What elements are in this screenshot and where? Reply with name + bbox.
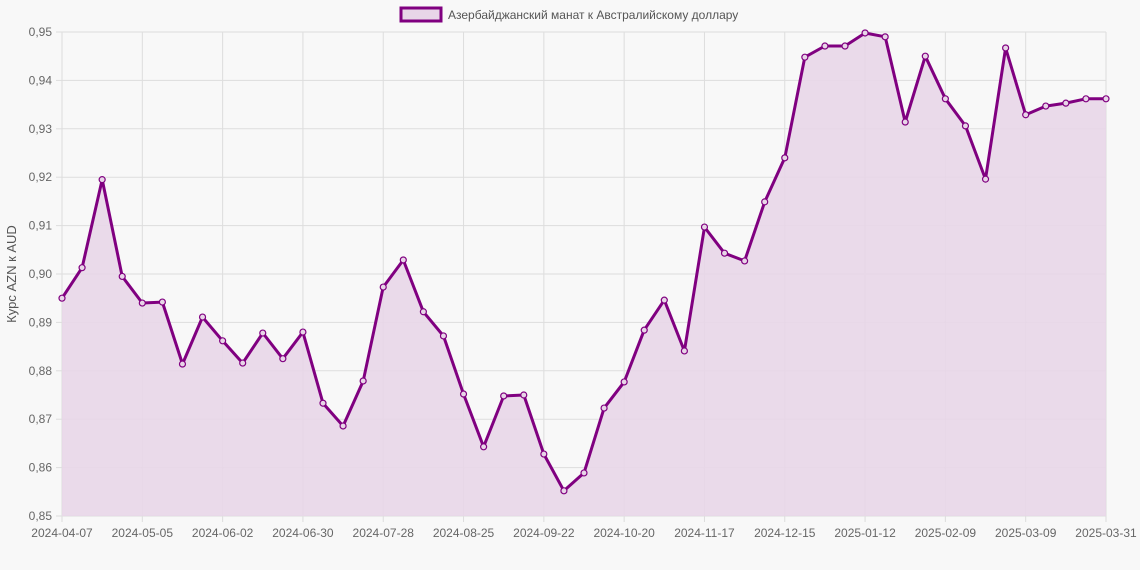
- data-point[interactable]: [540, 450, 548, 458]
- x-tick-label: 2024-10-20: [593, 526, 655, 540]
- data-point[interactable]: [178, 360, 187, 368]
- data-point[interactable]: [640, 326, 648, 334]
- data-point[interactable]: [1042, 102, 1050, 110]
- data-point[interactable]: [500, 392, 508, 400]
- x-tick-label: 2024-08-25: [433, 526, 495, 540]
- x-tick-label: 2025-02-09: [915, 526, 977, 540]
- data-point[interactable]: [841, 42, 849, 50]
- data-point[interactable]: [600, 404, 608, 412]
- data-point[interactable]: [239, 359, 247, 367]
- data-point[interactable]: [1002, 44, 1010, 52]
- data-point[interactable]: [299, 328, 307, 336]
- x-tick-label: 2024-04-07: [31, 526, 93, 540]
- data-point[interactable]: [319, 399, 327, 407]
- x-tick-label: 2024-11-17: [674, 526, 735, 540]
- data-point[interactable]: [901, 118, 909, 126]
- y-tick-label: 0,94: [29, 73, 53, 87]
- data-point[interactable]: [1102, 95, 1110, 103]
- data-point[interactable]: [761, 198, 769, 206]
- data-point[interactable]: [259, 329, 267, 337]
- data-point[interactable]: [821, 42, 829, 50]
- x-tick-label: 2025-03-09: [995, 526, 1057, 540]
- data-point[interactable]: [138, 299, 146, 307]
- data-point[interactable]: [439, 332, 448, 340]
- data-point[interactable]: [419, 308, 427, 316]
- area-fill: [62, 33, 1106, 516]
- data-point[interactable]: [680, 347, 688, 355]
- x-tick-label: 2025-03-31: [1075, 526, 1137, 540]
- data-point[interactable]: [78, 264, 86, 272]
- data-point[interactable]: [660, 296, 668, 304]
- legend-swatch[interactable]: [399, 6, 443, 23]
- data-point[interactable]: [158, 298, 166, 306]
- data-point[interactable]: [861, 29, 869, 37]
- data-point[interactable]: [580, 469, 588, 477]
- x-tick-label: 2024-07-28: [353, 526, 415, 540]
- y-tick-label: 0,90: [29, 267, 53, 281]
- data-points[interactable]: [58, 29, 1110, 495]
- data-point[interactable]: [741, 257, 749, 265]
- data-point[interactable]: [801, 53, 809, 61]
- y-tick-label: 0,87: [29, 412, 53, 426]
- data-point[interactable]: [58, 294, 66, 302]
- data-point[interactable]: [1082, 95, 1090, 103]
- data-point[interactable]: [118, 272, 126, 281]
- x-tick-label: 2024-05-05: [112, 526, 174, 540]
- y-axis-title: Курс AZN к AUD: [4, 225, 19, 323]
- data-point[interactable]: [781, 154, 789, 162]
- legend-label[interactable]: Азербайджанский манат к Австралийскому д…: [448, 8, 738, 22]
- data-point[interactable]: [279, 355, 287, 363]
- y-tick-label: 0,95: [29, 25, 53, 39]
- x-tick-label: 2024-09-22: [513, 526, 575, 540]
- data-point[interactable]: [379, 283, 387, 291]
- y-tick-label: 0,88: [29, 364, 53, 378]
- data-point[interactable]: [981, 175, 990, 183]
- data-point[interactable]: [480, 443, 488, 451]
- x-tick-label: 2024-12-15: [754, 526, 816, 540]
- data-point[interactable]: [520, 391, 528, 399]
- data-point[interactable]: [921, 52, 929, 60]
- y-tick-label: 0,89: [29, 315, 53, 329]
- y-tick-label: 0,91: [29, 219, 53, 233]
- data-point[interactable]: [941, 95, 949, 103]
- data-point[interactable]: [198, 313, 207, 321]
- data-point[interactable]: [339, 422, 347, 430]
- x-tick-label: 2024-06-30: [272, 526, 334, 540]
- data-point[interactable]: [219, 337, 227, 345]
- x-tick-label: 2025-01-12: [834, 526, 896, 540]
- y-axis-ticks: 0,85 0,86 0,87 0,88 0,89 0,90 0,91 0,92 0,93 0,94…: [29, 25, 53, 523]
- data-point[interactable]: [459, 390, 468, 398]
- y-tick-label: 0,85: [29, 509, 53, 523]
- y-tick-label: 0,92: [29, 170, 53, 184]
- x-tick-label: 2024-06-02: [192, 526, 254, 540]
- data-point[interactable]: [700, 223, 709, 231]
- y-tick-label: 0,93: [29, 122, 53, 136]
- data-point[interactable]: [1022, 111, 1030, 119]
- data-point[interactable]: [399, 256, 407, 264]
- data-point[interactable]: [98, 176, 106, 184]
- x-axis-ticks: 2024-04-07 2024-05-05 2024-06-02 2024-06-30…: [31, 526, 1137, 540]
- y-tick-label: 0,86: [29, 461, 53, 475]
- legend[interactable]: Азербайджанский манат к Австралийскому д…: [399, 6, 738, 23]
- data-point[interactable]: [620, 378, 628, 386]
- data-point[interactable]: [1062, 99, 1070, 107]
- data-point[interactable]: [560, 487, 568, 495]
- data-point[interactable]: [881, 33, 889, 41]
- data-point[interactable]: [359, 377, 367, 385]
- data-point[interactable]: [720, 249, 729, 257]
- data-point[interactable]: [961, 122, 970, 130]
